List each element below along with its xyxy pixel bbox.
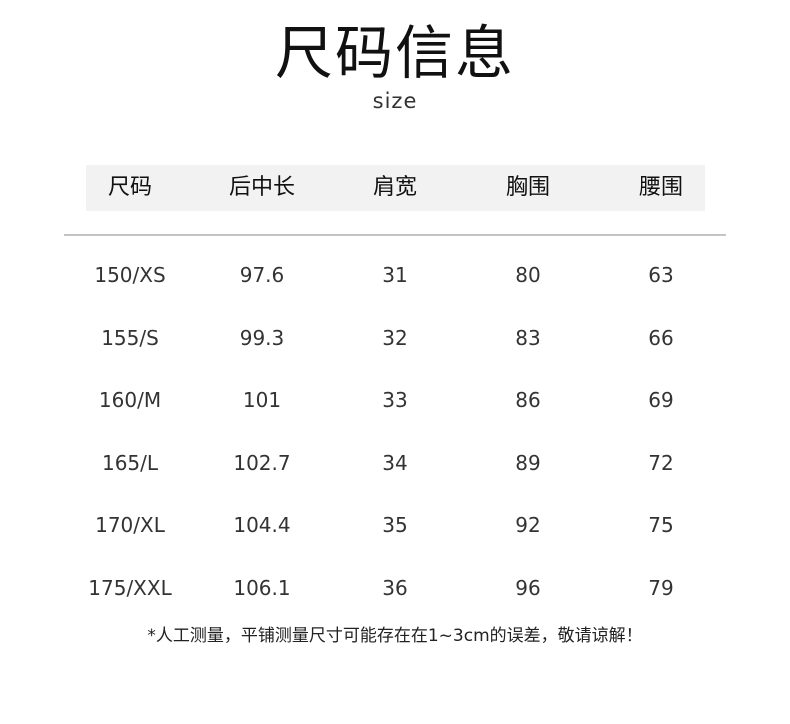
table-cell: 35 (382, 513, 408, 537)
table-cell: 102.7 (233, 451, 291, 475)
column-header: 胸围 (505, 175, 550, 200)
measurement-note: *人工测量，平铺测量尺寸可能存在在1~3cm的误差，敬请谅解！ (147, 626, 643, 646)
table-cell: 31 (382, 263, 408, 287)
divider (64, 234, 726, 236)
table-header-bar (86, 165, 705, 211)
table-cell: 89 (515, 451, 541, 475)
table-cell: 72 (648, 451, 674, 475)
table-cell: 33 (382, 388, 408, 412)
column-header: 尺码 (107, 175, 152, 200)
table-cell: 106.1 (233, 576, 291, 600)
table-cell: 79 (648, 576, 674, 600)
table-cell: 96 (515, 576, 541, 600)
table-cell: 165/L (101, 451, 159, 475)
page-title: 尺码信息 (274, 19, 515, 87)
table-cell: 32 (382, 326, 408, 350)
table-cell: 66 (648, 326, 674, 350)
table-cell: 69 (648, 388, 674, 412)
table-cell: 170/XL (95, 513, 165, 537)
page-subtitle: size (372, 89, 418, 113)
table-cell: 175/XXL (88, 576, 172, 600)
table-cell: 86 (515, 388, 541, 412)
table-cell: 155/S (101, 326, 159, 350)
table-cell: 104.4 (233, 513, 291, 537)
table-cell: 97.6 (239, 263, 285, 287)
table-cell: 80 (515, 263, 541, 287)
column-header: 后中长 (228, 175, 295, 200)
table-cell: 92 (515, 513, 541, 537)
column-header: 腰围 (638, 175, 683, 200)
column-header: 肩宽 (372, 175, 417, 200)
table-cell: 63 (648, 263, 674, 287)
table-cell: 36 (382, 576, 408, 600)
table-cell: 150/XS (94, 263, 166, 287)
table-cell: 99.3 (239, 326, 285, 350)
table-cell: 83 (515, 326, 541, 350)
table-cell: 160/M (98, 388, 162, 412)
table-cell: 34 (382, 451, 408, 475)
table-cell: 101 (242, 388, 282, 412)
table-cell: 75 (648, 513, 674, 537)
